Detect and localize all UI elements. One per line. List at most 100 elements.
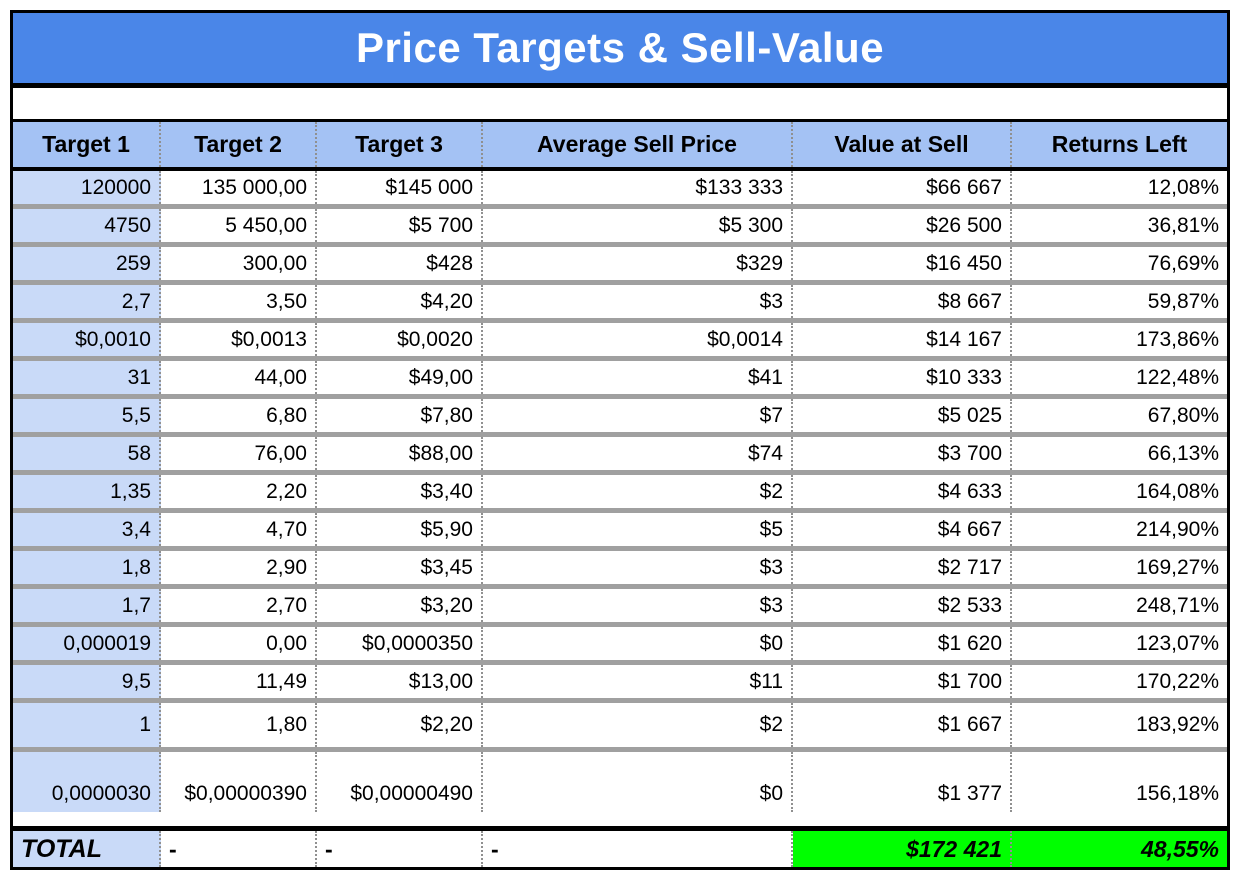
cell-target-2[interactable]: 3,50: [161, 285, 317, 318]
cell-target-2[interactable]: 135 000,00: [161, 171, 317, 204]
cell-average-sell-price[interactable]: $3: [483, 551, 793, 584]
cell-target-2[interactable]: 2,90: [161, 551, 317, 584]
total-average-sell-price-cell[interactable]: -: [483, 831, 793, 867]
total-returns-left-cell[interactable]: 48,55%: [1012, 831, 1227, 867]
cell-target-1[interactable]: 2,7: [13, 285, 161, 318]
cell-target-3[interactable]: $13,00: [317, 665, 483, 698]
cell-target-1[interactable]: 31: [13, 361, 161, 394]
cell-value-at-sell[interactable]: $16 450: [793, 247, 1012, 280]
cell-value-at-sell[interactable]: $2 717: [793, 551, 1012, 584]
cell-target-2[interactable]: 76,00: [161, 437, 317, 470]
header-returns-left[interactable]: Returns Left: [1051, 131, 1188, 157]
cell-value-at-sell[interactable]: $2 533: [793, 589, 1012, 622]
cell-returns-left[interactable]: 183,92%: [1012, 703, 1227, 747]
cell-average-sell-price[interactable]: $3: [483, 589, 793, 622]
cell-target-3[interactable]: $428: [317, 247, 483, 280]
header-target-2[interactable]: Target 2: [161, 122, 317, 167]
cell-value-at-sell[interactable]: $1 620: [793, 627, 1012, 660]
cell-average-sell-price[interactable]: $11: [483, 665, 793, 698]
cell-target-1[interactable]: 9,5: [13, 665, 161, 698]
cell-target-2[interactable]: 11,49: [161, 665, 317, 698]
cell-target-3[interactable]: $2,20: [317, 703, 483, 747]
cell-returns-left[interactable]: 214,90%: [1012, 513, 1227, 546]
cell-returns-left[interactable]: 67,80%: [1012, 399, 1227, 432]
cell-target-1[interactable]: 4750: [13, 209, 161, 242]
cell-average-sell-price[interactable]: $329: [483, 247, 793, 280]
cell-target-3[interactable]: $0,0020: [317, 323, 483, 356]
cell-value-at-sell[interactable]: $1 667: [793, 703, 1012, 747]
cell-target-1[interactable]: 259: [13, 247, 161, 280]
cell-returns-left[interactable]: 76,69%: [1012, 247, 1227, 280]
cell-target-2[interactable]: 4,70: [161, 513, 317, 546]
cell-target-1[interactable]: 0,000019: [13, 627, 161, 660]
cell-target-1[interactable]: $0,0010: [13, 323, 161, 356]
cell-target-1[interactable]: 5,5: [13, 399, 161, 432]
cell-target-1[interactable]: 3,4: [13, 513, 161, 546]
cell-target-2[interactable]: 0,00: [161, 627, 317, 660]
cell-target-1[interactable]: 1: [13, 703, 161, 747]
cell-average-sell-price[interactable]: $0,0014: [483, 323, 793, 356]
cell-returns-left[interactable]: 164,08%: [1012, 475, 1227, 508]
cell-target-2[interactable]: 6,80: [161, 399, 317, 432]
cell-average-sell-price[interactable]: $133 333: [483, 171, 793, 204]
cell-target-1[interactable]: 120000: [13, 171, 161, 204]
cell-target-2[interactable]: 300,00: [161, 247, 317, 280]
cell-value-at-sell[interactable]: $5 025: [793, 399, 1012, 432]
cell-target-3[interactable]: $0,00000490: [317, 752, 483, 812]
cell-value-at-sell[interactable]: $14 167: [793, 323, 1012, 356]
cell-returns-left[interactable]: 12,08%: [1012, 171, 1227, 204]
cell-target-2[interactable]: 1,80: [161, 703, 317, 747]
cell-value-at-sell[interactable]: $1 377: [793, 752, 1012, 812]
cell-value-at-sell[interactable]: $1 700: [793, 665, 1012, 698]
cell-target-3[interactable]: $5,90: [317, 513, 483, 546]
header-value-at-sell[interactable]: Value at Sell: [793, 122, 1012, 167]
cell-average-sell-price[interactable]: $74: [483, 437, 793, 470]
cell-target-1[interactable]: 58: [13, 437, 161, 470]
cell-average-sell-price[interactable]: $5: [483, 513, 793, 546]
cell-value-at-sell[interactable]: $4 667: [793, 513, 1012, 546]
cell-target-3[interactable]: $4,20: [317, 285, 483, 318]
cell-target-3[interactable]: $49,00: [317, 361, 483, 394]
cell-value-at-sell[interactable]: $26 500: [793, 209, 1012, 242]
cell-target-1[interactable]: 1,35: [13, 475, 161, 508]
header-target-3[interactable]: Target 3: [317, 122, 483, 167]
cell-average-sell-price[interactable]: $2: [483, 475, 793, 508]
cell-target-3[interactable]: $5 700: [317, 209, 483, 242]
cell-average-sell-price[interactable]: $7: [483, 399, 793, 432]
cell-target-2[interactable]: 2,20: [161, 475, 317, 508]
cell-value-at-sell[interactable]: $10 333: [793, 361, 1012, 394]
cell-returns-left[interactable]: 59,87%: [1012, 285, 1227, 318]
header-average-sell-price[interactable]: Average Sell Price: [483, 122, 793, 167]
cell-value-at-sell[interactable]: $8 667: [793, 285, 1012, 318]
cell-average-sell-price[interactable]: $2: [483, 703, 793, 747]
cell-target-2[interactable]: $0,00000390: [161, 752, 317, 812]
cell-target-3[interactable]: $0,0000350: [317, 627, 483, 660]
cell-target-3[interactable]: $3,20: [317, 589, 483, 622]
cell-value-at-sell[interactable]: $4 633: [793, 475, 1012, 508]
cell-average-sell-price[interactable]: $3: [483, 285, 793, 318]
cell-target-3[interactable]: $3,45: [317, 551, 483, 584]
total-target3-cell[interactable]: -: [317, 831, 483, 867]
header-target-1[interactable]: Target 1: [13, 122, 161, 167]
cell-target-1[interactable]: 0,0000030: [13, 752, 161, 812]
cell-target-1[interactable]: 1,8: [13, 551, 161, 584]
cell-target-2[interactable]: $0,0013: [161, 323, 317, 356]
cell-target-2[interactable]: 44,00: [161, 361, 317, 394]
total-value-at-sell-cell[interactable]: $172 421: [793, 831, 1012, 867]
cell-average-sell-price[interactable]: $5 300: [483, 209, 793, 242]
total-label-cell[interactable]: TOTAL: [13, 831, 161, 867]
cell-value-at-sell[interactable]: $3 700: [793, 437, 1012, 470]
cell-returns-left[interactable]: 248,71%: [1012, 589, 1227, 622]
cell-average-sell-price[interactable]: $0: [483, 752, 793, 812]
cell-returns-left[interactable]: 36,81%: [1012, 209, 1227, 242]
cell-returns-left[interactable]: 122,48%: [1012, 361, 1227, 394]
cell-target-1[interactable]: 1,7: [13, 589, 161, 622]
cell-target-3[interactable]: $145 000: [317, 171, 483, 204]
cell-returns-left[interactable]: 173,86%: [1012, 323, 1227, 356]
cell-value-at-sell[interactable]: $66 667: [793, 171, 1012, 204]
cell-target-3[interactable]: $3,40: [317, 475, 483, 508]
cell-average-sell-price[interactable]: $41: [483, 361, 793, 394]
cell-returns-left[interactable]: 170,22%: [1012, 665, 1227, 698]
cell-target-3[interactable]: $88,00: [317, 437, 483, 470]
cell-target-2[interactable]: 2,70: [161, 589, 317, 622]
